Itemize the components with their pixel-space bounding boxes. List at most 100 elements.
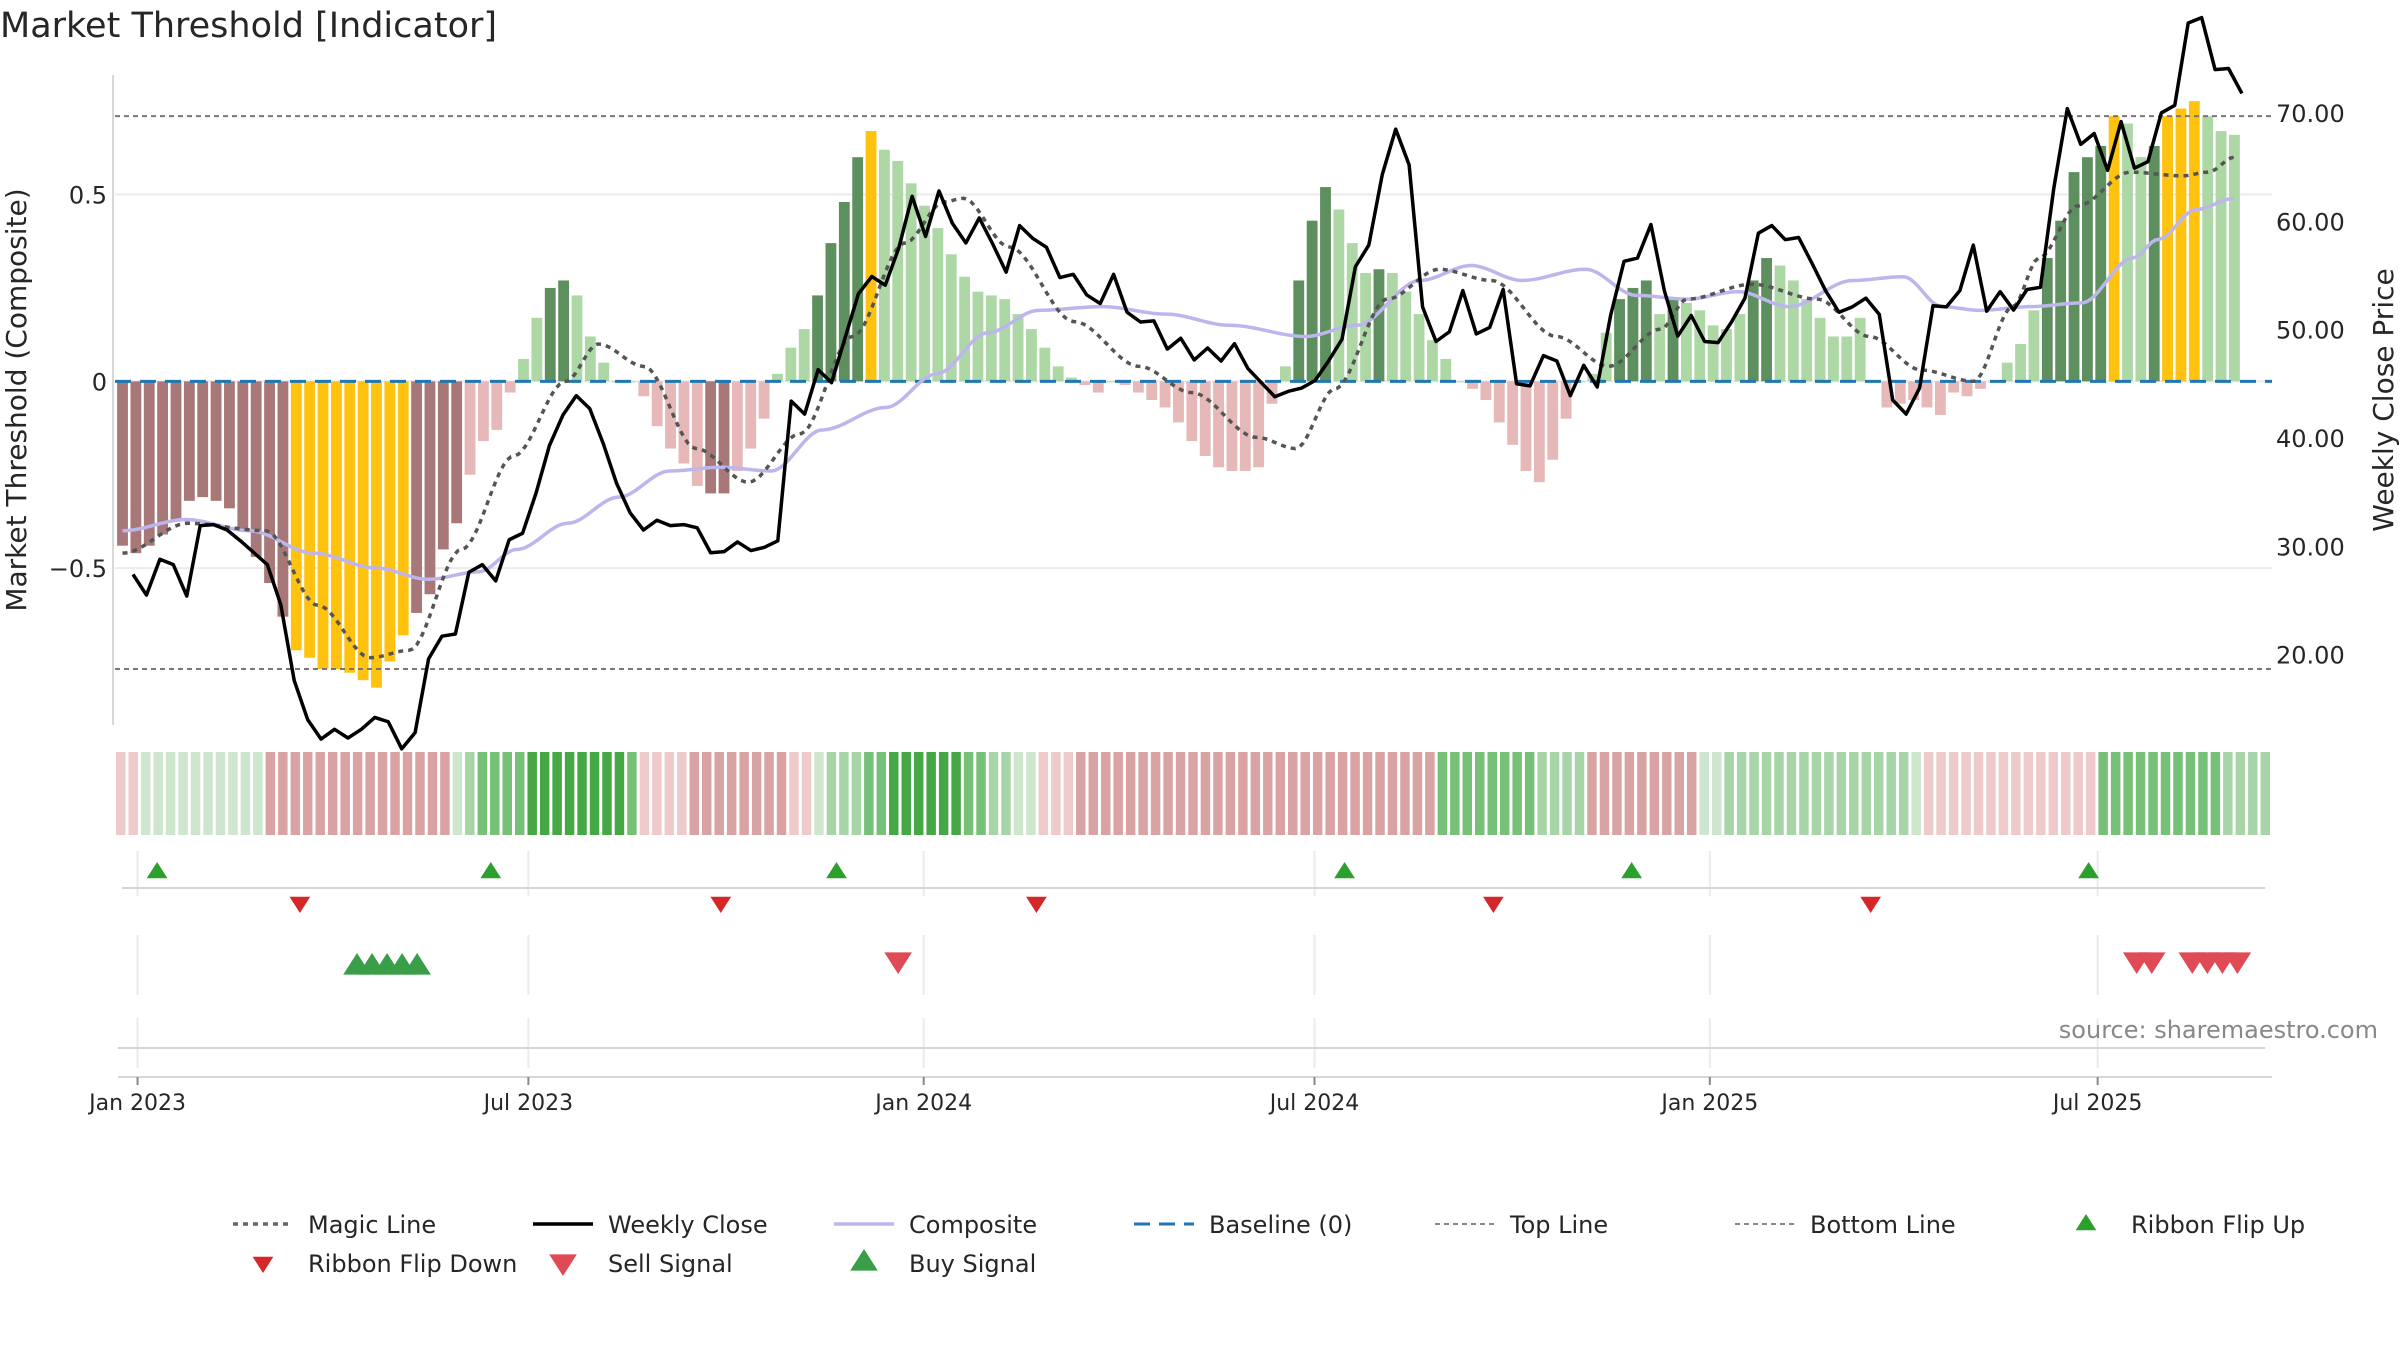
ribbon-cell xyxy=(677,752,687,835)
composite-bar xyxy=(2175,108,2187,382)
ribbon-cell xyxy=(726,752,737,835)
ribbon-cell xyxy=(652,752,662,835)
ribbon-cell xyxy=(1125,752,1136,835)
composite-bar xyxy=(2215,131,2227,382)
composite-bar xyxy=(1440,358,1452,382)
composite-bar xyxy=(1841,336,1853,382)
ribbon-cell xyxy=(2235,752,2246,835)
ribbon-flip-up-marker xyxy=(1334,862,1355,879)
ribbon-cell xyxy=(1936,752,1946,835)
ribbon-cell xyxy=(589,752,600,835)
ribbon-cell xyxy=(1736,752,1747,835)
composite-bar xyxy=(371,381,382,688)
composite-bar xyxy=(277,381,289,617)
ribbon-cell xyxy=(1686,752,1697,835)
x-tick-label: Jan 2023 xyxy=(87,1091,186,1116)
ribbon-cell xyxy=(452,752,463,835)
ribbon-flip-down-marker xyxy=(1026,896,1047,913)
ribbon-cell xyxy=(1624,752,1635,835)
composite-bar xyxy=(838,202,850,382)
ribbon-flip-down-marker xyxy=(289,896,311,913)
composite-bar xyxy=(745,381,757,449)
ribbon-cell xyxy=(203,752,213,835)
left-y-axis-label: Market Threshold (Composite) xyxy=(0,188,33,611)
composite-bar xyxy=(2229,134,2240,382)
composite-bar xyxy=(1761,258,1773,382)
ribbon-cell xyxy=(1275,752,1286,835)
legend-item: Sell Signal xyxy=(549,1250,733,1278)
ribbon-cell xyxy=(1375,752,1385,835)
source-note: source: sharemaestro.com xyxy=(2059,1016,2378,1044)
ribbon-cell xyxy=(1836,752,1847,835)
legend: Magic Line Weekly Close Composite Baseline … xyxy=(233,1211,2305,1278)
legend-label: Sell Signal xyxy=(608,1250,733,1278)
ribbon-cell xyxy=(1662,752,1672,835)
composite-bar xyxy=(1213,381,1224,468)
composite-bar xyxy=(1787,280,1799,382)
ribbon-cell xyxy=(1537,752,1547,835)
ribbon-cell xyxy=(2160,752,2171,835)
composite-bar xyxy=(1400,291,1412,382)
ribbon-cell xyxy=(1986,752,1996,835)
ribbon-cell xyxy=(1512,752,1522,835)
ribbon-cell xyxy=(552,752,562,835)
ribbon-cell xyxy=(2011,752,2021,835)
ribbon-cell xyxy=(502,752,512,835)
right-y-axis-label: Weekly Close Price xyxy=(2367,268,2400,531)
composite-bar xyxy=(932,228,944,382)
ribbon-cell xyxy=(1387,752,1398,835)
composite-bar xyxy=(357,381,369,681)
ribbon-cell xyxy=(2036,752,2046,835)
composite-bar xyxy=(1694,310,1706,382)
legend-label: Weekly Close xyxy=(608,1211,768,1239)
composite-bar xyxy=(798,329,810,382)
ribbon-cell xyxy=(190,752,201,835)
ribbon-cell xyxy=(988,752,999,835)
ribbon-cell xyxy=(627,752,637,835)
ribbon-cell xyxy=(1001,752,1011,835)
composite-bar xyxy=(1012,314,1024,382)
ribbon-cell xyxy=(1998,752,2009,835)
ribbon-cell xyxy=(1724,752,1734,835)
ribbon-cell xyxy=(240,752,251,835)
composite-bar xyxy=(1467,381,1478,389)
legend-swatch xyxy=(850,1249,878,1271)
ribbon-cell xyxy=(1138,752,1148,835)
ribbon-cell xyxy=(1362,752,1373,835)
composite-bar xyxy=(1614,299,1625,382)
ribbon-cell xyxy=(490,752,500,835)
composite-bar xyxy=(197,381,209,498)
composite-bar xyxy=(1507,381,1519,445)
ribbon-cell xyxy=(340,752,350,835)
x-tick-label: Jul 2023 xyxy=(482,1091,574,1116)
ribbon-cell xyxy=(901,752,911,835)
ribbon-cell xyxy=(2023,752,2034,835)
composite-bar xyxy=(1533,381,1545,483)
ribbon-cell xyxy=(1026,752,1036,835)
composite-bar xyxy=(1894,381,1906,404)
sell-signal-marker xyxy=(2223,952,2252,974)
composite-bar xyxy=(1079,381,1091,386)
composite-bar xyxy=(1493,381,1505,423)
ribbon-cell xyxy=(1811,752,1822,835)
composite-bar xyxy=(1747,280,1759,382)
composite-bar xyxy=(170,381,182,520)
ribbon-cell xyxy=(951,752,961,835)
composite-bar xyxy=(424,381,436,595)
ribbon-cell xyxy=(1562,752,1572,835)
ribbon-cell xyxy=(1300,752,1310,835)
right-y-tick-label: 60.00 xyxy=(2276,208,2345,236)
ribbon-cell xyxy=(1400,752,1410,835)
legend-label: Baseline (0) xyxy=(1209,1211,1352,1239)
composite-bar xyxy=(411,381,422,613)
ribbon-flip-down-marker xyxy=(1483,896,1504,913)
ribbon-cell xyxy=(278,752,288,835)
ribbon-cell xyxy=(1799,752,1809,835)
ribbon-cell xyxy=(2110,752,2121,835)
composite-bar xyxy=(2135,157,2147,382)
ribbon-cell xyxy=(2073,752,2083,835)
trend-ribbon xyxy=(116,752,2270,835)
ribbon-cell xyxy=(2223,752,2233,835)
ribbon-cell xyxy=(527,752,537,835)
composite-bar xyxy=(290,381,302,651)
